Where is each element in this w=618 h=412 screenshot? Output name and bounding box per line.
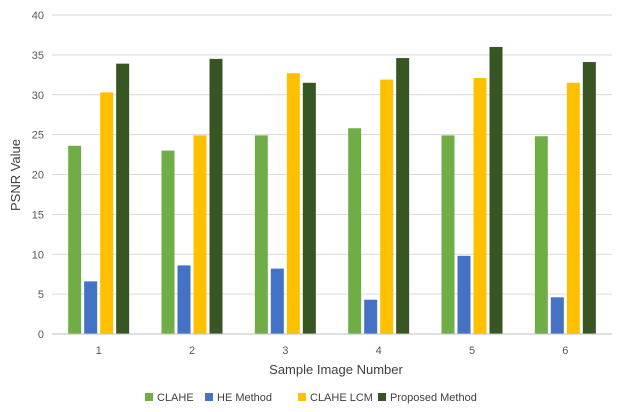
y-tick-label: 30 — [32, 90, 44, 102]
y-tick-label: 10 — [32, 249, 44, 261]
y-tick-label: 15 — [32, 209, 44, 221]
bar-clahe-1 — [68, 145, 82, 334]
x-tick-label: 4 — [376, 345, 382, 357]
bar-clahe-6 — [534, 136, 548, 334]
legend-swatch — [145, 393, 153, 401]
y-tick-label: 20 — [32, 170, 44, 182]
legend-swatch — [378, 393, 386, 401]
legend-label: HE Method — [217, 392, 272, 404]
bar-clahe-lcm-2 — [193, 135, 207, 334]
x-axis-label: Sample Image Number — [269, 362, 403, 377]
x-tick-label: 2 — [189, 345, 195, 357]
bar-he-method-6 — [550, 297, 564, 334]
bar-clahe-3 — [254, 135, 268, 334]
legend-swatch — [298, 393, 306, 401]
legend-label: Proposed Method — [390, 392, 477, 404]
x-tick-label: 5 — [469, 345, 475, 357]
bar-proposed-method-5 — [489, 46, 503, 335]
y-tick-label: 25 — [32, 130, 44, 142]
bar-proposed-method-4 — [396, 58, 410, 334]
bar-clahe-4 — [348, 128, 362, 334]
bar-proposed-method-1 — [116, 63, 130, 335]
bar-he-method-3 — [270, 268, 284, 334]
bar-he-method-1 — [84, 281, 98, 334]
x-axis-ticks: 1 2 3 4 5 6 — [96, 345, 569, 357]
gridlines — [52, 14, 612, 295]
y-tick-label: 5 — [38, 289, 44, 301]
bar-clahe-lcm-6 — [566, 82, 580, 334]
bar-clahe-lcm-1 — [100, 92, 114, 334]
bar-clahe-lcm-5 — [473, 78, 487, 334]
x-tick-label: 1 — [96, 345, 102, 357]
y-tick-label: 40 — [32, 10, 44, 22]
bar-proposed-method-3 — [302, 82, 316, 334]
y-axis-ticks: 0 5 10 15 20 25 30 35 40 — [32, 10, 44, 341]
legend-swatch — [205, 393, 213, 401]
x-tick-label: 6 — [562, 345, 568, 357]
bar-clahe-2 — [161, 150, 175, 334]
bar-clahe-lcm-4 — [380, 79, 394, 334]
bar-he-method-4 — [364, 299, 378, 334]
bar-proposed-method-2 — [209, 58, 223, 335]
y-axis-label: PSNR Value — [8, 139, 23, 211]
y-tick-label: 0 — [38, 329, 44, 341]
bar-he-method-2 — [177, 265, 191, 334]
bars — [68, 46, 596, 335]
legend: CLAHE HE Method CLAHE LCM Proposed Method — [145, 392, 477, 404]
bar-clahe-5 — [441, 135, 455, 334]
x-tick-label: 3 — [282, 345, 288, 357]
bar-proposed-method-6 — [582, 62, 596, 335]
bar-clahe-lcm-3 — [286, 73, 300, 334]
y-tick-label: 35 — [32, 50, 44, 62]
bar-he-method-5 — [457, 255, 471, 334]
legend-label: CLAHE — [157, 392, 194, 404]
legend-label: CLAHE LCM — [310, 392, 373, 404]
